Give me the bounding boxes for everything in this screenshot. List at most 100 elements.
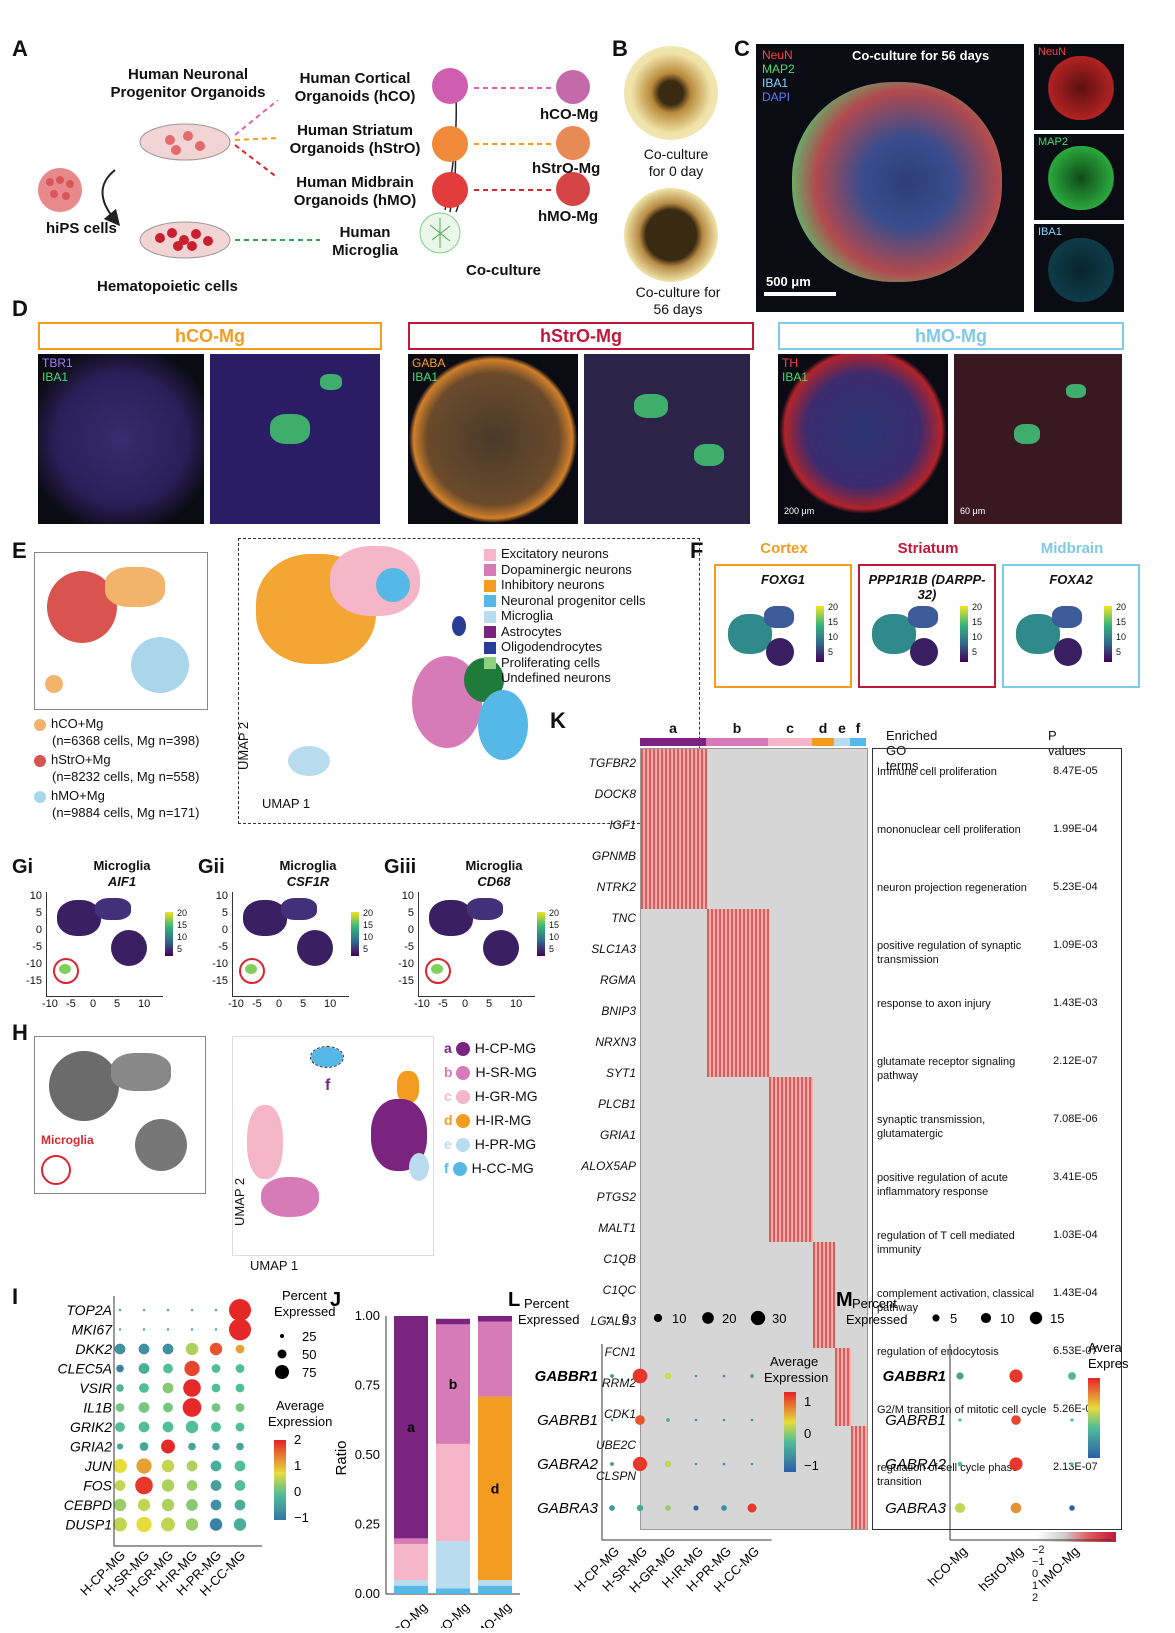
colorbar-step xyxy=(1088,1402,1100,1404)
hmo-mg-zoom-image: 60 μm xyxy=(954,354,1122,524)
region-title: Midbrain xyxy=(1040,540,1104,557)
heatmap-colorbar xyxy=(1036,1532,1116,1542)
colorbar-tick: 20 xyxy=(828,602,839,612)
j-segment-label: d xyxy=(491,1480,500,1496)
dotplot-i-dot xyxy=(137,1498,151,1512)
microglia-circle xyxy=(239,958,265,984)
pct-key-dot xyxy=(932,1314,940,1322)
feature-blob xyxy=(1052,606,1082,628)
legend-swatch xyxy=(484,579,496,592)
dotplot-i-gene: CLEC5A xyxy=(58,1361,112,1377)
dotplot-i-dot xyxy=(185,1518,199,1531)
dotplot-i-gene: MKI67 xyxy=(72,1322,114,1338)
colorbar-step xyxy=(1088,1408,1100,1410)
dotplot-i-dot xyxy=(211,1383,221,1393)
dotplot-i-dot xyxy=(166,1308,170,1312)
pct-key-dot xyxy=(653,1313,663,1323)
dotplot-i-colorbar-step xyxy=(274,1502,286,1504)
legend-swatch xyxy=(484,564,496,577)
panel-g-label: Gi xyxy=(12,856,34,878)
dotplot-i-dot xyxy=(113,1498,127,1512)
colorbar-step xyxy=(1088,1440,1100,1442)
heatmap-gene-label: PLCB1 xyxy=(597,1097,636,1111)
colorbar-tick: 15 xyxy=(828,617,839,627)
colorbar-step xyxy=(1088,1430,1100,1432)
dotplot-i-gene: JUN xyxy=(84,1458,113,1474)
sample-detail-hco: (n=6368 cells, Mg n=398) xyxy=(52,733,200,748)
cluster-name: H-CC-MG xyxy=(471,1160,534,1176)
y-tick: 10 xyxy=(401,890,414,902)
cluster-key: b xyxy=(444,1064,457,1080)
dotplot-i-colorbar-step xyxy=(274,1442,286,1444)
g-gene: CD68 xyxy=(477,874,511,889)
sample-detail-hstro: (n=8232 cells, Mg n=558) xyxy=(52,769,200,784)
expression-dot xyxy=(750,1374,754,1378)
colorbar-step xyxy=(784,1444,796,1446)
colorbar-step xyxy=(1088,1384,1100,1386)
colorbar-step xyxy=(784,1424,796,1426)
dotplot-i-size-label: 75 xyxy=(302,1365,316,1380)
dotplot-i-colorbar-step xyxy=(274,1510,286,1512)
cluster-key: e xyxy=(444,1136,456,1152)
pct-key-dot xyxy=(980,1312,992,1324)
dotplot-i-dot xyxy=(235,1364,245,1373)
dotplot-i-colorbar-step xyxy=(274,1496,286,1498)
microglia-arrow-label: Microglia xyxy=(41,1133,94,1147)
x-tick: -5 xyxy=(252,998,262,1010)
heatmap-gene-label: NRXN3 xyxy=(595,1035,636,1049)
y-tick: 10 xyxy=(215,890,228,902)
dotplot-i-dot xyxy=(116,1443,124,1450)
dotplot-i-colorbar-step xyxy=(274,1498,286,1500)
heatmap-group-bar xyxy=(812,738,834,746)
expression-dot xyxy=(956,1372,964,1380)
colorbar-tick: 10 xyxy=(177,932,188,942)
hstro-mg-icon xyxy=(556,126,590,160)
hmo-ch1: TH xyxy=(782,356,798,370)
heatmap-gene-label: BNIP3 xyxy=(601,1004,636,1018)
colorbar-step xyxy=(784,1432,796,1434)
heatmap-group-bar xyxy=(834,738,850,746)
colorbar-tick: 0 xyxy=(804,1426,811,1441)
heatmap-gene-label: RRM2 xyxy=(601,1376,636,1390)
colorbar-step xyxy=(784,1404,796,1406)
dotplot-i-dot xyxy=(138,1421,150,1433)
dotplot-i-gene: GRIA2 xyxy=(70,1439,112,1455)
expression-dot xyxy=(750,1418,754,1422)
legend-text: Proliferating cells xyxy=(501,654,600,670)
dotplot-i-gene: TOP2A xyxy=(66,1302,112,1318)
heatmap-gene-label: FCN1 xyxy=(604,1345,636,1359)
go-term: positive regulation of synaptic transmis… xyxy=(877,940,1022,966)
legend-swatch xyxy=(484,672,496,685)
dotplot-i-colorbar-step xyxy=(274,1516,286,1518)
dotplot-i-colorbar-tick: 0 xyxy=(294,1484,301,1499)
j-bar-segment xyxy=(394,1316,428,1539)
expression-dot xyxy=(1069,1505,1075,1511)
hco-mg-overview-image: TBR1 IBA1 xyxy=(38,354,204,524)
dotplot-i: TOP2A MKI67 DKK2 CLEC5A VSIR IL1B GRIK2 GRIA2 JU… xyxy=(58,1288,336,1599)
coculture-56-days-image: NeuN MAP2 IBA1 DAPI Co-culture for 56 da… xyxy=(756,44,1024,312)
dotplot-i-dot xyxy=(211,1422,221,1432)
feature-blob xyxy=(429,900,473,936)
stacked-bar-j: J 0.00 0.25 0.50 0.75 1.00 Ratio hCO-MghStrO-Mg… xyxy=(330,1289,520,1628)
colorbar xyxy=(960,606,968,662)
dotplot-i-dot xyxy=(190,1308,194,1312)
heatmap-gene-label: DOCK8 xyxy=(594,787,636,801)
expression-dot xyxy=(1010,1502,1022,1514)
dotplot-i-size-key xyxy=(275,1365,289,1379)
dotplot-i-pct-title: Percent xyxy=(282,1288,327,1303)
feature-blob xyxy=(95,898,131,920)
x-tick: 0 xyxy=(90,998,97,1010)
expression-dot xyxy=(694,1462,698,1466)
iba1-channel-image: IBA1 xyxy=(1034,224,1124,312)
colorbar-step xyxy=(1088,1436,1100,1438)
dotplot-i-colorbar-step xyxy=(274,1486,286,1488)
pct-key-dot xyxy=(750,1310,766,1326)
colorbar-step xyxy=(784,1434,796,1436)
j-category: hCO-Mg xyxy=(385,1600,430,1628)
cluster-f-tag: f xyxy=(325,1077,331,1094)
dotplot-i-colorbar-step xyxy=(274,1478,286,1480)
dotplot-i-colorbar-step xyxy=(274,1484,286,1486)
hstro-mg-label: hStrO-Mg xyxy=(532,160,601,177)
dotplot-i-colorbar-step xyxy=(274,1494,286,1496)
dotplot-i-dot xyxy=(184,1360,200,1377)
